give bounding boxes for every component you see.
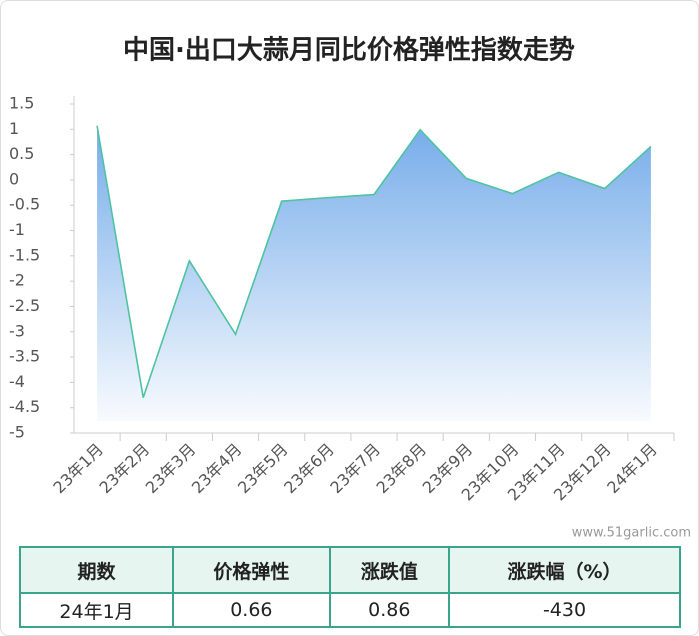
cell: -430 — [448, 592, 681, 628]
y-tick-label: -5 — [9, 423, 25, 442]
y-tick-label: -4.5 — [9, 397, 40, 416]
x-tick-label: 23年2月 — [96, 440, 154, 498]
watermark: www.51garlic.com — [572, 526, 691, 541]
data-table: 期数 价格弹性 涨跌值 涨跌幅（%） 24年1月 0.66 0.86 -430 — [18, 546, 681, 628]
x-tick-label: 23年7月 — [326, 440, 384, 498]
cell: 24年1月 — [18, 592, 175, 628]
x-tick-label: 23年3月 — [142, 440, 200, 498]
y-tick-label: -3.5 — [9, 347, 40, 366]
x-tick-label: 23年4月 — [188, 440, 246, 498]
chart: 中国·出口大蒜月同比价格弹性指数走势 www.51garlic.com 1.5 1… — [9, 35, 691, 541]
y-tick-label: 0.5 — [9, 144, 34, 163]
y-tick-label: -1.5 — [9, 245, 40, 264]
y-tick-label: 0 — [9, 169, 19, 188]
x-tick-label: 23年5月 — [234, 440, 292, 498]
y-tick-label: -1 — [9, 220, 25, 239]
y-tick-label: -2.5 — [9, 296, 40, 315]
y-tick-label: -2 — [9, 271, 25, 290]
header-cell: 价格弹性 — [172, 546, 331, 594]
x-tick-label: 24年1月 — [603, 440, 661, 498]
header-cell: 涨跌值 — [328, 546, 451, 594]
line — [96, 125, 652, 398]
y-tick-label: 1 — [9, 119, 19, 138]
x-tick-label: 23年1月 — [49, 440, 107, 498]
chart-title: 中国·出口大蒜月同比价格弹性指数走势 — [123, 35, 575, 66]
y-tick-label: 1.5 — [9, 94, 34, 113]
x-tick-label: 23年8月 — [373, 440, 431, 498]
area — [97, 125, 651, 421]
cell: 0.66 — [172, 592, 331, 628]
y-tick-label: -4 — [9, 372, 25, 391]
y-tick-label: -3 — [9, 321, 25, 340]
y-tick-label: -0.5 — [9, 195, 40, 214]
x-tick-label: 23年6月 — [280, 440, 338, 498]
cell: 0.86 — [328, 592, 451, 628]
header-cell: 期数 — [18, 546, 175, 594]
header-cell: 涨跌幅（%） — [448, 546, 681, 594]
